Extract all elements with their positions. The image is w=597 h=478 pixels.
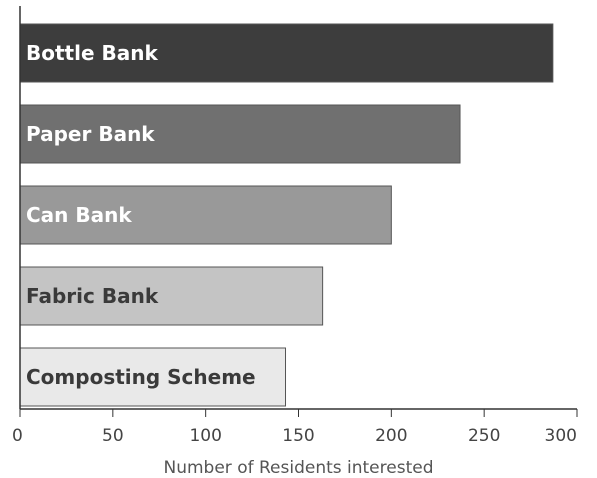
x-tick-label-250: 250	[468, 426, 500, 446]
x-tick-label-0: 0	[12, 426, 23, 446]
bar-label-can-bank: Can Bank	[26, 203, 132, 227]
x-tick-label-200: 200	[375, 426, 407, 446]
bar-label-composting-scheme: Composting Scheme	[26, 365, 256, 389]
bar-label-bottle-bank: Bottle Bank	[26, 41, 158, 65]
x-tick-label-300: 300	[545, 426, 577, 446]
bar-bottle-bank	[19, 23, 554, 83]
x-tick-label-150: 150	[282, 426, 314, 446]
bar-label-fabric-bank: Fabric Bank	[26, 284, 159, 308]
bar-labels-group: Bottle Bank Paper Bank Can Bank Fabric Bank…	[26, 41, 256, 389]
bar-can-bank	[19, 185, 392, 245]
bar-label-paper-bank: Paper Bank	[26, 122, 155, 146]
x-tick-label-100: 100	[189, 426, 221, 446]
bar-paper-bank	[19, 104, 461, 164]
bar-composting-scheme	[19, 347, 287, 407]
x-axis-title: Number of Residents interested	[164, 458, 434, 478]
bars-group	[19, 23, 554, 407]
x-tick-label-50: 50	[102, 426, 124, 446]
x-ticks-group: 0 50 100 150 200 250 300	[12, 409, 578, 446]
bar-fabric-bank	[19, 266, 324, 326]
